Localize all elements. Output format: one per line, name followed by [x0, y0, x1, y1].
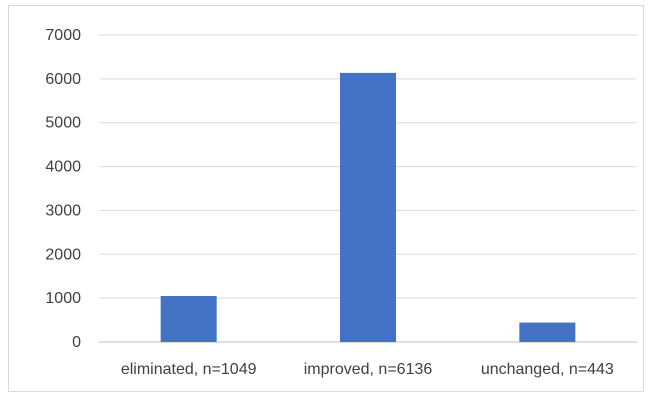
x-category-label: eliminated, n=1049: [121, 361, 257, 378]
bar: [160, 295, 217, 342]
bars: [160, 72, 576, 342]
bar-chart: 0 1000 2000 3000 4000 5000 6000 7000 eliminated…: [45, 27, 637, 378]
y-tick-label: 2000: [45, 246, 81, 263]
y-tick-label: 7000: [45, 27, 81, 44]
y-tick-label: 4000: [45, 159, 81, 176]
bar: [519, 322, 576, 342]
y-tick-label: 6000: [45, 71, 81, 88]
x-category-label: improved, n=6136: [304, 361, 433, 378]
x-category-label: unchanged, n=443: [481, 361, 614, 378]
x-axis-categories: eliminated, n=1049 improved, n=6136 unchan…: [121, 361, 614, 378]
chart-frame: 0 1000 2000 3000 4000 5000 6000 7000 eliminated…: [8, 5, 644, 392]
y-tick-label: 0: [72, 334, 81, 351]
y-axis-ticks: 0 1000 2000 3000 4000 5000 6000 7000: [45, 27, 81, 351]
y-tick-label: 5000: [45, 115, 81, 132]
y-tick-label: 1000: [45, 290, 81, 307]
bar: [340, 72, 396, 342]
y-tick-label: 3000: [45, 202, 81, 219]
